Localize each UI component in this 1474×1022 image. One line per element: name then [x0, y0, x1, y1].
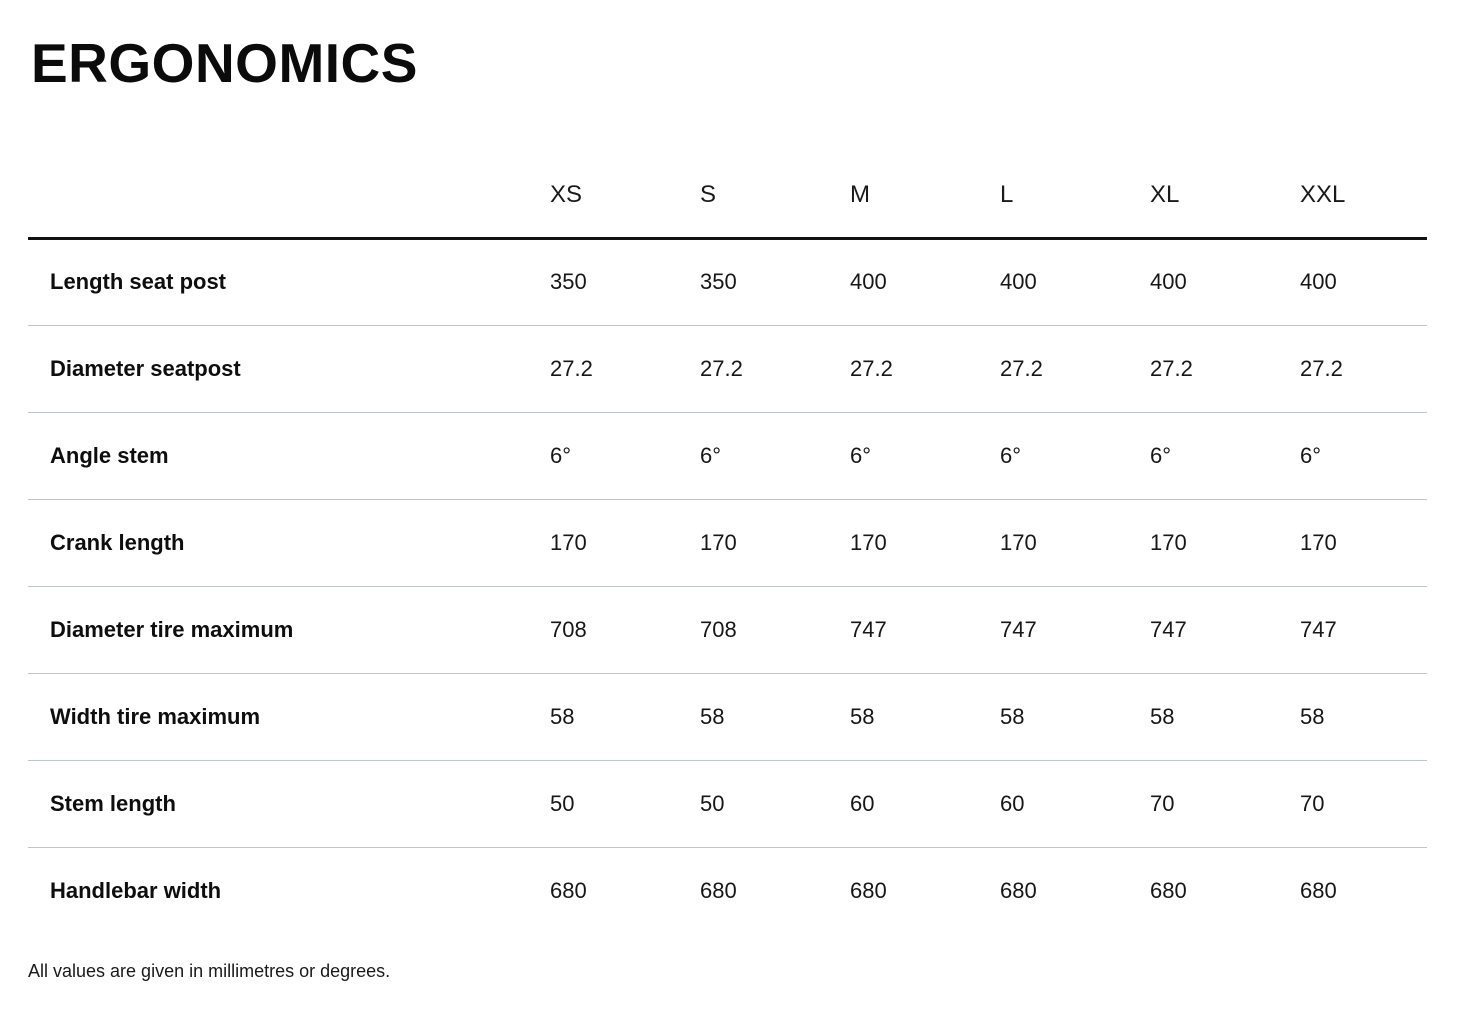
table-cell: 747: [1000, 616, 1037, 642]
table-cell: 400: [1150, 269, 1187, 294]
table-cell: 170: [700, 529, 737, 555]
table-cell: 400: [1300, 269, 1337, 294]
table-cell: 6°: [1000, 442, 1022, 468]
table-cell: 58: [700, 703, 725, 729]
row-label: Crank length: [50, 529, 185, 555]
column-header-xs: XS: [550, 153, 700, 240]
table-row-diameter-tire-maximum: Diameter tire maximum 708 708 747 747 74…: [28, 586, 1427, 673]
table-cell: 58: [550, 703, 575, 729]
column-header-xxl: XXL: [1300, 153, 1427, 240]
table-row-diameter-seatpost: Diameter seatpost 27.2 27.2 27.2 27.2 27…: [28, 325, 1427, 412]
table-cell: 350: [550, 269, 587, 294]
row-label: Diameter tire maximum: [50, 616, 294, 642]
ergonomics-table: XS S M L XL XXL Length seat post 350 350…: [28, 153, 1427, 934]
table-cell: 50: [700, 790, 725, 816]
table-cell: 70: [1150, 790, 1175, 816]
table-cell: 60: [850, 790, 875, 816]
table-cell: 27.2: [1150, 355, 1193, 381]
table-cell: 747: [1300, 616, 1337, 642]
table-cell: 170: [550, 529, 587, 555]
table-cell: 50: [550, 790, 575, 816]
table-cell: 680: [550, 877, 587, 903]
table-row-crank-length: Crank length 170 170 170 170 170 170: [28, 499, 1427, 586]
table-cell: 708: [700, 616, 737, 642]
table-cell: 680: [1150, 877, 1187, 903]
table-cell: 58: [1300, 703, 1325, 729]
table-cell: 747: [850, 616, 887, 642]
table-cell: 58: [1150, 703, 1175, 729]
table-row-width-tire-maximum: Width tire maximum 58 58 58 58 58 58: [28, 673, 1427, 760]
table-row-angle-stem: Angle stem 6° 6° 6° 6° 6° 6°: [28, 412, 1427, 499]
table-cell: 170: [1300, 529, 1337, 555]
table-cell: 747: [1150, 616, 1187, 642]
table-cell: 27.2: [700, 355, 743, 381]
table-cell: 680: [1300, 877, 1337, 903]
table-cell: 6°: [1150, 442, 1172, 468]
column-header-m: M: [850, 153, 1000, 240]
table-cell: 170: [1150, 529, 1187, 555]
table-cell: 6°: [850, 442, 872, 468]
table-cell: 170: [1000, 529, 1037, 555]
column-header-l: L: [1000, 153, 1150, 240]
row-label: Length seat post: [50, 269, 227, 294]
table-cell: 6°: [1300, 442, 1322, 468]
table-cell: 58: [850, 703, 875, 729]
page-title: ERGONOMICS: [31, 32, 418, 94]
table-row-length-seat-post: Length seat post 350 350 400 400 400 400: [28, 238, 1427, 325]
header-spacer-cell: [28, 153, 550, 240]
column-header-s: S: [700, 153, 850, 240]
table-cell: 6°: [700, 442, 722, 468]
table-cell: 6°: [550, 442, 572, 468]
table-row-stem-length: Stem length 50 50 60 60 70 70: [28, 760, 1427, 847]
table-cell: 170: [850, 529, 887, 555]
table-cell: 60: [1000, 790, 1025, 816]
row-label: Handlebar width: [50, 877, 222, 903]
table-cell: 350: [700, 269, 737, 294]
table-cell: 680: [700, 877, 737, 903]
table-header-row: XS S M L XL XXL: [28, 153, 1427, 240]
table-cell: 708: [550, 616, 587, 642]
table-cell: 58: [1000, 703, 1025, 729]
table-cell: 27.2: [1000, 355, 1043, 381]
row-label: Angle stem: [50, 442, 169, 468]
table-cell: 400: [1000, 269, 1037, 294]
table-cell: 680: [1000, 877, 1037, 903]
table-cell: 27.2: [850, 355, 893, 381]
row-label: Diameter seatpost: [50, 355, 241, 381]
row-label: Stem length: [50, 790, 176, 816]
row-label: Width tire maximum: [50, 703, 261, 729]
table-cell: 70: [1300, 790, 1325, 816]
footnote: All values are given in millimetres or d…: [28, 961, 391, 981]
column-header-xl: XL: [1150, 153, 1300, 240]
table-cell: 680: [850, 877, 887, 903]
table-cell: 27.2: [550, 355, 593, 381]
table-cell: 27.2: [1300, 355, 1343, 381]
table-cell: 400: [850, 269, 887, 294]
table-row-handlebar-width: Handlebar width 680 680 680 680 680 680: [28, 847, 1427, 934]
